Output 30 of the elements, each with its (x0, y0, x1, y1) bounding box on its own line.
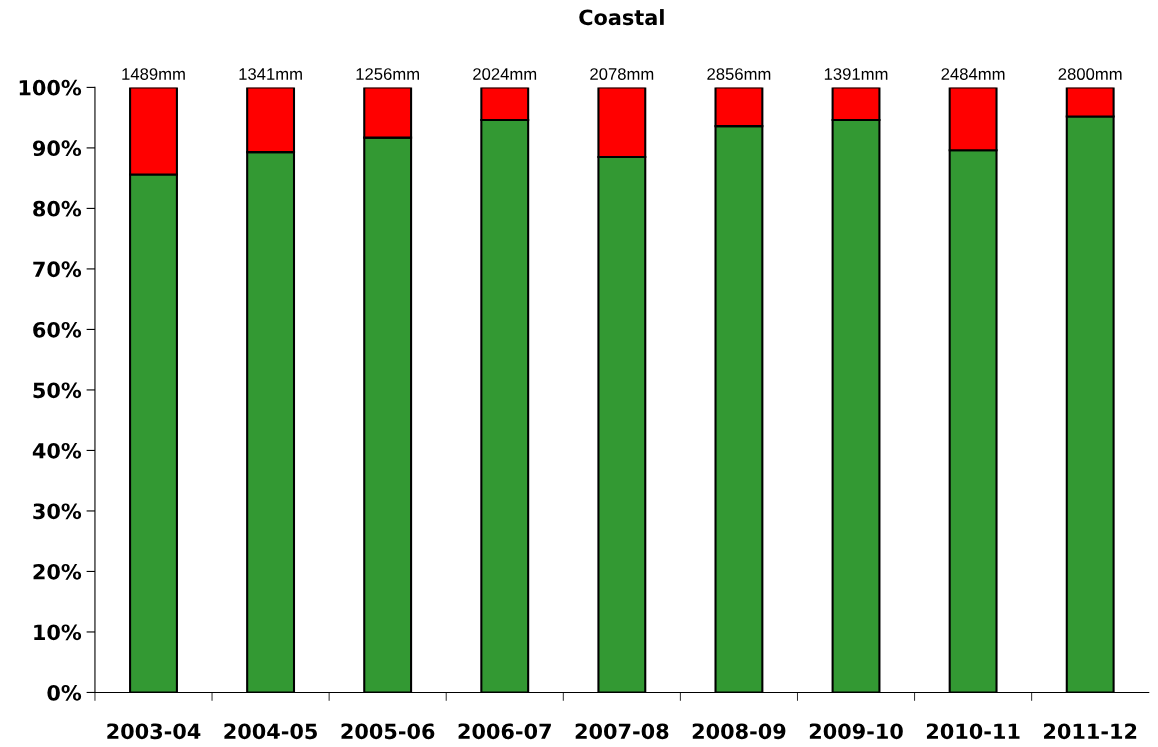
y-tick-label: 100% (19, 79, 82, 96)
annotation: 1256mm (356, 68, 419, 80)
annotation: 2024mm (473, 68, 537, 80)
x-tick-label: 2004-05 (224, 723, 317, 740)
x-tick-label: 2003-04 (107, 723, 201, 740)
annotation: 2484mm (941, 68, 1005, 80)
y-tick-label: 90% (32, 140, 82, 157)
y-tick-label: 30% (33, 503, 82, 520)
annotation: 1489mm (122, 68, 185, 80)
y-tick-label: 80% (33, 200, 82, 217)
y-tick-label: 40% (32, 442, 82, 459)
chart-title: Coastal (579, 9, 664, 26)
x-tick-label: 2011-12 (1044, 723, 1137, 740)
x-tick-label: 2010-11 (926, 723, 1020, 740)
annotation: 2800mm (1058, 68, 1122, 80)
x-tick-label: 2009-10 (809, 723, 903, 740)
y-tick-label: 70% (33, 261, 82, 278)
x-tick-label: 2006-07 (458, 723, 551, 740)
annotation: 1391mm (824, 68, 888, 80)
x-tick-label: 2008-09 (692, 723, 786, 740)
y-tick-label: 60% (33, 321, 82, 338)
x-tick-label: 2007-08 (575, 723, 669, 740)
annotation: 2078mm (590, 68, 654, 80)
y-tick-label: 0% (47, 684, 82, 701)
annotation: 2856mm (707, 68, 771, 80)
y-tick-label: 50% (33, 382, 82, 399)
y-tick-label: 20% (33, 563, 82, 580)
x-tick-label: 2005-06 (341, 723, 435, 740)
annotation: 1341mm (239, 68, 302, 80)
y-tick-label: 10% (34, 624, 82, 641)
